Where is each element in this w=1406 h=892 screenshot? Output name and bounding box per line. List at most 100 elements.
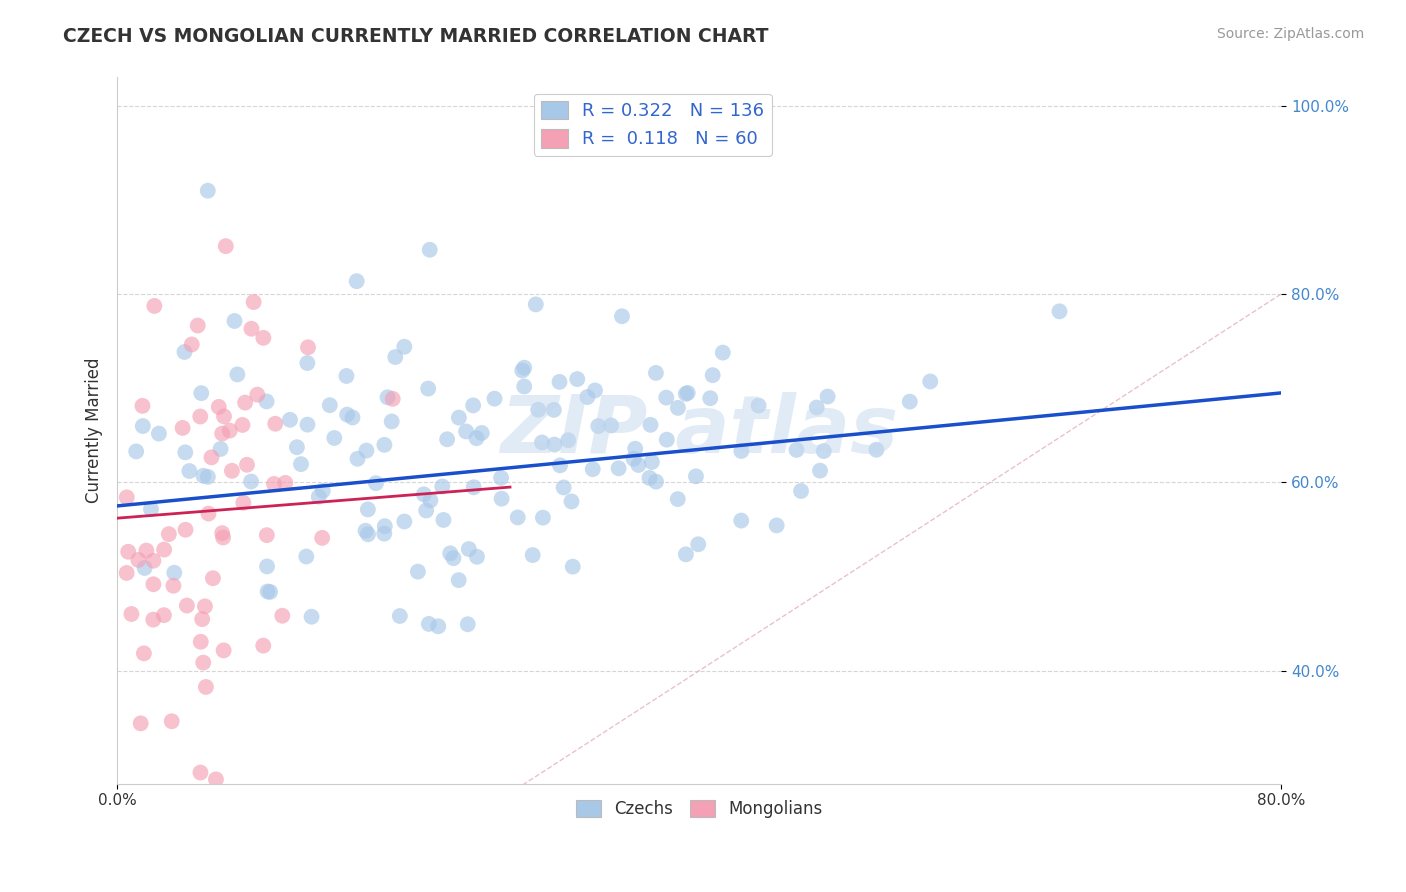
Point xyxy=(194,680,217,694)
Point xyxy=(142,554,165,568)
Point xyxy=(285,440,308,454)
Point xyxy=(190,635,212,649)
Point xyxy=(1049,304,1071,318)
Point xyxy=(308,490,330,504)
Point xyxy=(153,608,176,623)
Point xyxy=(510,363,533,377)
Point xyxy=(125,444,148,458)
Point xyxy=(627,458,650,472)
Point xyxy=(373,438,395,452)
Point xyxy=(201,571,224,585)
Point xyxy=(290,457,312,471)
Point xyxy=(865,442,887,457)
Point xyxy=(252,639,274,653)
Point xyxy=(675,547,697,561)
Point xyxy=(256,559,278,574)
Point xyxy=(436,432,458,446)
Point xyxy=(194,599,217,614)
Point xyxy=(180,337,202,351)
Point xyxy=(513,379,536,393)
Point xyxy=(675,387,697,401)
Point xyxy=(806,401,828,415)
Point xyxy=(623,451,645,466)
Point xyxy=(364,476,387,491)
Point xyxy=(522,548,544,562)
Point xyxy=(215,239,238,253)
Point xyxy=(645,366,668,380)
Point xyxy=(172,421,194,435)
Point xyxy=(233,395,256,409)
Point xyxy=(205,772,228,787)
Point xyxy=(456,425,478,439)
Point xyxy=(730,444,752,458)
Point xyxy=(263,477,285,491)
Point xyxy=(274,475,297,490)
Point xyxy=(120,607,142,621)
Point xyxy=(702,368,724,383)
Point xyxy=(638,471,661,485)
Point xyxy=(174,445,197,459)
Point xyxy=(388,609,411,624)
Point xyxy=(139,502,162,516)
Point xyxy=(381,392,404,406)
Point xyxy=(297,356,319,370)
Point xyxy=(418,382,440,396)
Point xyxy=(600,418,623,433)
Point xyxy=(489,471,512,485)
Point xyxy=(688,537,710,551)
Point xyxy=(676,385,699,400)
Point xyxy=(209,442,232,456)
Legend: Czechs, Mongolians: Czechs, Mongolians xyxy=(569,793,830,825)
Point xyxy=(193,468,215,483)
Point xyxy=(645,475,668,489)
Point xyxy=(457,542,479,557)
Point xyxy=(432,513,454,527)
Point xyxy=(465,431,488,445)
Y-axis label: Currently Married: Currently Married xyxy=(86,358,103,503)
Point xyxy=(295,549,318,564)
Point xyxy=(582,462,605,476)
Point xyxy=(115,566,138,580)
Point xyxy=(256,584,278,599)
Point xyxy=(418,616,440,631)
Point xyxy=(176,599,198,613)
Point xyxy=(336,408,359,422)
Point xyxy=(197,184,219,198)
Point xyxy=(160,714,183,729)
Point xyxy=(808,464,831,478)
Point xyxy=(142,613,165,627)
Point xyxy=(211,526,233,541)
Point xyxy=(212,643,235,657)
Point xyxy=(548,375,571,389)
Point xyxy=(132,646,155,660)
Point xyxy=(342,410,364,425)
Point xyxy=(357,527,380,541)
Point xyxy=(240,322,263,336)
Point xyxy=(143,299,166,313)
Point xyxy=(242,295,264,310)
Point xyxy=(530,435,553,450)
Point xyxy=(271,608,294,623)
Point xyxy=(412,487,434,501)
Point xyxy=(240,475,263,489)
Point xyxy=(624,442,647,456)
Point xyxy=(415,503,437,517)
Point xyxy=(666,401,689,415)
Point xyxy=(443,551,465,566)
Point xyxy=(641,455,664,469)
Point xyxy=(356,443,378,458)
Point xyxy=(685,469,707,483)
Point xyxy=(132,419,155,434)
Point xyxy=(543,402,565,417)
Point xyxy=(748,399,770,413)
Point xyxy=(190,386,212,401)
Point xyxy=(610,310,633,324)
Point xyxy=(301,609,323,624)
Point xyxy=(197,470,219,484)
Point xyxy=(576,390,599,404)
Point xyxy=(297,340,319,354)
Point xyxy=(211,426,233,441)
Point xyxy=(394,340,416,354)
Point xyxy=(188,409,211,424)
Point xyxy=(357,502,380,516)
